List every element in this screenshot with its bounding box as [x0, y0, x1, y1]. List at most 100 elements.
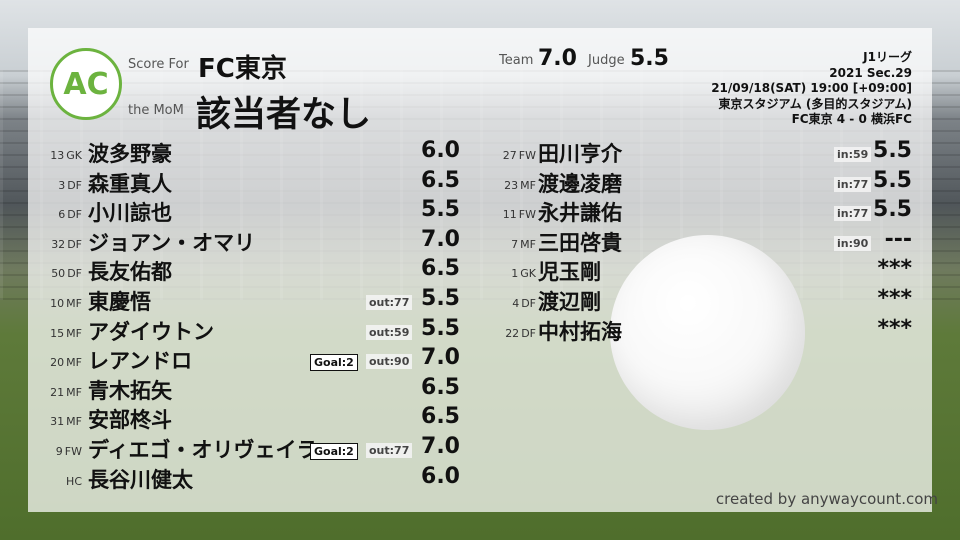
player-score: 6.0	[421, 463, 460, 489]
player-position: MF	[66, 385, 82, 399]
player-number-position: 22 DF	[480, 327, 536, 340]
score-for-label: Score For	[128, 57, 189, 72]
sub-in-badge: in:77	[834, 206, 872, 222]
player-name: レアンドロ	[88, 349, 193, 374]
player-number: 3	[58, 178, 66, 192]
player-number-position: 3 DF	[30, 179, 82, 192]
section: 2021 Sec.29	[829, 65, 912, 80]
anywaycount-logo: AC	[50, 48, 122, 120]
player-row: 1 GK 児玉剛 ***	[480, 256, 920, 285]
player-number: 15	[50, 326, 65, 340]
player-name: 中村拓海	[538, 319, 622, 344]
player-row: 10 MF 東慶悟 out:77 5.5	[30, 286, 470, 315]
player-number-position: 31 MF	[30, 415, 82, 428]
league: J1リーグ	[863, 50, 912, 64]
player-score: 6.5	[421, 256, 460, 282]
player-row: 3 DF 森重真人 6.5	[30, 168, 470, 197]
sub-out-badge: out:59	[366, 324, 413, 340]
player-number: 6	[58, 208, 66, 222]
sub-out-badge: out:90	[366, 354, 413, 370]
player-name: ジョアン・オマリ	[88, 230, 256, 255]
player-row: 4 DF 渡辺剛 ***	[480, 286, 920, 315]
player-number: 11	[502, 208, 517, 222]
player-number-position: 6 DF	[30, 208, 82, 221]
team-name: FC東京	[198, 54, 287, 84]
player-row: 31 MF 安部柊斗 6.5	[30, 404, 470, 433]
player-row: 32 DF ジョアン・オマリ 7.0	[30, 227, 470, 256]
judge-score-label: Judge	[588, 53, 625, 68]
player-number-position: 20 MF	[30, 356, 82, 369]
player-name: 田川亨介	[538, 142, 622, 166]
player-number-position: 21 MF	[30, 386, 82, 399]
player-row: 21 MF 青木拓矢 6.5	[30, 375, 470, 404]
player-position: DF	[521, 326, 536, 340]
player-number: 50	[51, 267, 66, 281]
player-position: DF	[67, 208, 82, 222]
sub-in-badge: in:77	[834, 176, 872, 192]
player-number: 31	[50, 415, 65, 429]
judge-score: 5.5	[630, 46, 669, 71]
player-position: DF	[67, 178, 82, 192]
player-row: HC 長谷川健太 6.0	[30, 464, 470, 493]
player-position: GK	[520, 267, 536, 281]
player-row: 27 FW 田川亨介 in:59 5.5	[480, 138, 920, 167]
credit: created by anywaycount.com	[715, 490, 938, 508]
goal-badge: Goal:2	[310, 354, 358, 372]
player-number-position: 15 MF	[30, 327, 82, 340]
player-score: 6.5	[421, 374, 460, 400]
venue: 東京スタジアム (多目的スタジアム)	[718, 96, 912, 111]
player-name: 波多野豪	[88, 142, 172, 166]
player-number-position: 13 GK	[30, 149, 82, 162]
player-name: 東慶悟	[88, 290, 151, 314]
player-position: HC	[66, 474, 82, 488]
player-name: 長谷川健太	[88, 467, 193, 492]
sub-out-badge: out:77	[366, 443, 413, 458]
player-score: ***	[877, 256, 912, 282]
player-number-position: 32 DF	[30, 238, 82, 251]
player-number: 22	[505, 326, 520, 340]
player-number: 27	[502, 149, 517, 162]
player-number: 13	[50, 149, 65, 162]
player-name: 三田啓貴	[538, 230, 622, 255]
player-name: ディエゴ・オリヴェイラ	[88, 438, 318, 462]
player-row: 6 DF 小川諒也 5.5	[30, 197, 470, 226]
player-position: DF	[67, 267, 82, 281]
player-score: 6.0	[421, 138, 460, 163]
player-name: 森重真人	[88, 171, 172, 196]
player-score: ---	[884, 226, 912, 252]
player-position: MF	[66, 415, 82, 429]
player-score: 5.5	[421, 197, 460, 223]
player-number: 23	[504, 178, 519, 192]
player-score: 5.5	[421, 286, 460, 311]
player-position: MF	[520, 178, 536, 192]
player-row: 23 MF 渡邊凌磨 in:77 5.5	[480, 168, 920, 197]
player-score: 5.5	[873, 138, 912, 163]
player-number: 9	[55, 445, 63, 458]
result: FC東京 4 - 0 横浜FC	[791, 112, 912, 126]
player-number-position: 9 FW	[30, 445, 82, 458]
sub-out-badge: out:77	[366, 295, 413, 310]
team-score-label: Team	[499, 53, 534, 68]
player-name: 安部柊斗	[88, 408, 172, 433]
player-number: 32	[51, 237, 66, 251]
score-panel	[28, 28, 932, 512]
player-number-position: 10 MF	[30, 297, 82, 310]
player-position: FW	[64, 445, 82, 458]
player-position: MF	[520, 237, 536, 251]
goal-badge: Goal:2	[310, 443, 358, 460]
player-row: 20 MF レアンドロ Goal:2 out:90 7.0	[30, 345, 470, 374]
player-number: 21	[50, 385, 65, 399]
player-number-position: 50 DF	[30, 267, 82, 280]
player-name: 渡邊凌磨	[538, 171, 622, 196]
player-position: DF	[521, 297, 536, 310]
player-row: 22 DF 中村拓海 ***	[480, 316, 920, 345]
player-score: 5.5	[421, 315, 460, 341]
player-score: 5.5	[873, 167, 912, 193]
player-score: 5.5	[873, 197, 912, 223]
player-score: 7.0	[421, 345, 460, 371]
player-score: ***	[877, 315, 912, 341]
player-row: 13 GK 波多野豪 6.0	[30, 138, 470, 167]
player-position: MF	[66, 297, 82, 310]
player-number: 20	[50, 356, 65, 370]
player-position: GK	[66, 149, 82, 162]
